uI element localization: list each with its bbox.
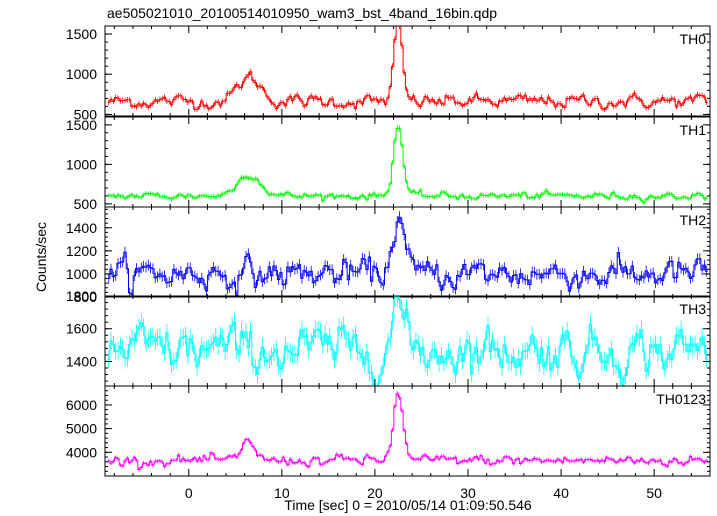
panel-label: TH0 bbox=[680, 31, 707, 47]
x-tick-label: 30 bbox=[460, 485, 476, 501]
y-tick-label: 4000 bbox=[66, 444, 97, 460]
y-tick-label: 1500 bbox=[66, 26, 97, 42]
panel-th1: 500 1000 1500 TH1 bbox=[66, 116, 711, 212]
panel-th0123: 4000 5000 6000 TH0123 bbox=[66, 385, 711, 477]
series-line-th3 bbox=[107, 296, 708, 386]
panel-frame bbox=[104, 25, 711, 117]
panel-label: TH2 bbox=[680, 212, 707, 228]
y-tick-label: 6000 bbox=[66, 397, 97, 413]
x-tick-label: 0 bbox=[185, 485, 193, 501]
panel-frame bbox=[104, 206, 711, 298]
error-bars-th3 bbox=[108, 296, 708, 386]
x-tick-label: 20 bbox=[367, 485, 383, 501]
x-axis-label: Time [sec] 0 = 2010/05/14 01:09:50.546 bbox=[284, 497, 532, 513]
y-axis-label: Counts/sec bbox=[33, 222, 49, 292]
y-tick-label: 1000 bbox=[66, 66, 97, 82]
y-tick-label: 500 bbox=[74, 196, 98, 212]
x-tick-label: 50 bbox=[646, 485, 662, 501]
y-tick-label: 1800 bbox=[66, 288, 97, 304]
panel-th2: 800 1000 1200 1400 TH2 bbox=[66, 206, 711, 305]
y-tick-label: 1500 bbox=[66, 117, 97, 133]
y-tick-label: 1400 bbox=[66, 220, 97, 236]
y-tick-label: 1400 bbox=[66, 353, 97, 369]
series-line-th0123 bbox=[107, 393, 708, 470]
panel-label: TH3 bbox=[680, 301, 707, 317]
error-bars-th0 bbox=[108, 26, 708, 113]
panel-label: TH0123 bbox=[656, 391, 706, 407]
series-line-th1 bbox=[107, 127, 708, 204]
panel-frame bbox=[104, 116, 711, 208]
error-bars-th0123 bbox=[108, 391, 708, 472]
x-tick-label: 40 bbox=[553, 485, 569, 501]
panel-th0: 500 1000 1500 TH0 bbox=[66, 25, 711, 122]
series-line-th2 bbox=[107, 216, 708, 296]
y-tick-label: 1000 bbox=[66, 156, 97, 172]
error-bars-th2 bbox=[108, 211, 708, 297]
panel-frame bbox=[104, 385, 711, 477]
y-tick-label: 5000 bbox=[66, 421, 97, 437]
y-tick-label: 1600 bbox=[66, 321, 97, 337]
y-tick-label: 1200 bbox=[66, 243, 97, 259]
y-tick-label: 500 bbox=[74, 106, 98, 122]
series-line-th0 bbox=[107, 26, 708, 111]
panel-th3: 1400 1600 1800 TH3 bbox=[66, 288, 711, 387]
error-bars-th1 bbox=[108, 125, 708, 205]
chart-title: ae505021010_20100514010950_wam3_bst_4ban… bbox=[107, 5, 497, 21]
y-tick-label: 1000 bbox=[66, 266, 97, 282]
y-tick-label: 800 bbox=[74, 289, 98, 305]
x-tick-label: 10 bbox=[274, 485, 290, 501]
panel-label: TH1 bbox=[680, 122, 707, 138]
